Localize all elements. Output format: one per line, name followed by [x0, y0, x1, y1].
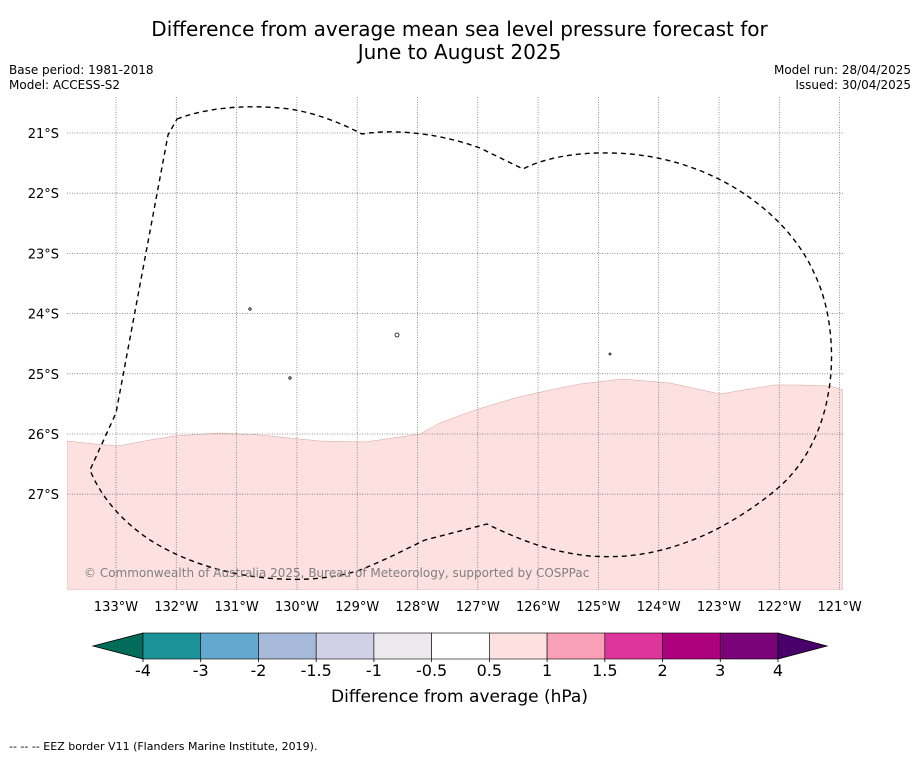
- latitude-label: 25°S: [28, 368, 59, 383]
- islands: [248, 307, 612, 380]
- colorbar-tick-label: -2: [250, 661, 266, 680]
- longitude-label: 131°W: [215, 600, 259, 615]
- colorbar-tick-label: 0.5: [477, 661, 502, 680]
- island-shape: [394, 332, 400, 338]
- chart-title: Difference from average mean sea level p…: [0, 18, 919, 64]
- longitude-label: 127°W: [456, 600, 500, 615]
- longitude-label: 125°W: [576, 600, 620, 615]
- longitude-label: 121°W: [818, 600, 862, 615]
- island-shape: [248, 307, 252, 311]
- latitude-label: 24°S: [28, 308, 59, 323]
- colorbar-swatch: [662, 632, 721, 660]
- title-line-2: June to August 2025: [357, 40, 562, 64]
- anomaly-fill-region: [67, 378, 843, 590]
- latitude-label: 26°S: [28, 428, 59, 443]
- longitude-label: 129°W: [335, 600, 379, 615]
- longitude-label: 122°W: [757, 600, 801, 615]
- map-figure: © Commonwealth of Australia 2025, Bureau…: [28, 97, 862, 680]
- colorbar-tick-label: 3: [715, 661, 725, 680]
- copyright-text: © Commonwealth of Australia 2025, Bureau…: [84, 566, 589, 580]
- longitude-labels: 133°W 132°W 131°W 130°W 129°W 128°W 127°W 126°W…: [94, 600, 862, 615]
- colorbar: -4 -3 -2 -1.5 -1 -0.5 0.5 1 1.5 2 3 4: [91, 632, 829, 680]
- colorbar-tick-label: -4: [135, 661, 151, 680]
- colorbar-swatch: [489, 632, 548, 660]
- longitude-label: 130°W: [275, 600, 319, 615]
- footnote: -- -- -- EEZ border V11 (Flanders Marine…: [9, 740, 318, 753]
- colorbar-swatch: [258, 632, 317, 660]
- base-period: Base period: 1981-2018: [9, 63, 154, 77]
- model-run: Model run: 28/04/2025: [773, 63, 911, 77]
- island-shape: [608, 352, 612, 356]
- colorbar-tick-label: -0.5: [416, 661, 447, 680]
- colorbar-tick-label: -1.5: [301, 661, 332, 680]
- colorbar-swatch: [142, 632, 202, 660]
- latitude-label: 27°S: [28, 488, 59, 503]
- colorbar-swatch: [431, 632, 490, 660]
- map-plot-area: © Commonwealth of Australia 2025, Bureau…: [67, 97, 843, 590]
- issued-date: Issued: 30/04/2025: [795, 78, 911, 92]
- longitude-label: 124°W: [637, 600, 681, 615]
- meta-left: Base period: 1981-2018 Model: ACCESS-S2: [9, 63, 154, 93]
- island-shape: [288, 376, 292, 380]
- colorbar-tick-label: 1: [542, 661, 552, 680]
- colorbar-swatch: [604, 632, 663, 660]
- colorbar-swatch: [315, 632, 375, 660]
- colorbar-tick-label: 2: [657, 661, 667, 680]
- latitude-labels: 21°S 22°S 23°S 24°S 25°S 26°S 27°S: [28, 127, 59, 503]
- colorbar-tick-label: 1.5: [592, 661, 617, 680]
- graticule: [67, 97, 843, 590]
- latitude-label: 21°S: [28, 127, 59, 142]
- colorbar-swatch: [373, 632, 432, 660]
- latitude-label: 23°S: [28, 247, 59, 262]
- longitude-label: 126°W: [516, 600, 560, 615]
- colorbar-swatch: [546, 632, 606, 660]
- colorbar-over-arrow: [777, 632, 829, 660]
- colorbar-under-arrow: [91, 632, 144, 660]
- colorbar-tick-label: -1: [366, 661, 382, 680]
- title-line-1: Difference from average mean sea level p…: [151, 17, 768, 41]
- colorbar-label: Difference from average (hPa): [331, 687, 588, 707]
- latitude-label: 22°S: [28, 187, 59, 202]
- longitude-label: 133°W: [94, 600, 138, 615]
- longitude-label: 128°W: [395, 600, 439, 615]
- colorbar-tick-label: 4: [773, 661, 783, 680]
- colorbar-swatch: [719, 632, 779, 660]
- colorbar-tick-label: -3: [193, 661, 209, 680]
- longitude-label: 132°W: [154, 600, 198, 615]
- meta-right: Model run: 28/04/2025 Issued: 30/04/2025: [774, 63, 911, 93]
- colorbar-swatch: [200, 632, 259, 660]
- model-name: Model: ACCESS-S2: [9, 78, 121, 92]
- longitude-label: 123°W: [697, 600, 741, 615]
- eez-border: [89, 106, 833, 581]
